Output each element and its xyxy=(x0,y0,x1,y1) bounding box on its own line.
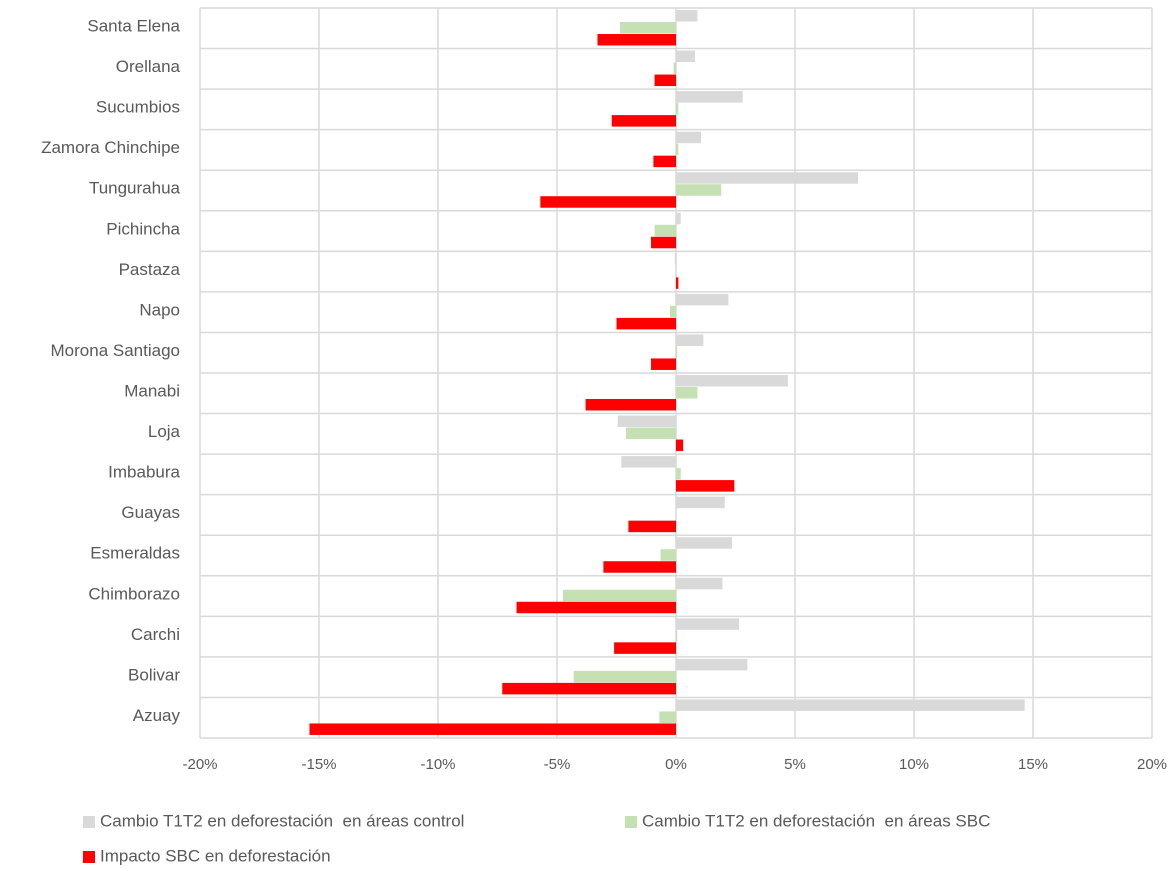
bar xyxy=(659,711,676,723)
bar xyxy=(676,334,704,346)
bar xyxy=(676,496,725,509)
x-tick-label: -15% xyxy=(301,756,336,773)
y-tick-label: Chimborazo xyxy=(88,584,180,603)
bar xyxy=(670,305,676,318)
y-tick-label: Sucumbios xyxy=(96,98,180,117)
y-tick-label: Orellana xyxy=(116,57,181,76)
y-tick-label: Manabi xyxy=(124,381,180,400)
bar xyxy=(620,22,676,34)
bar xyxy=(611,115,676,127)
y-tick-label: Napo xyxy=(139,300,180,319)
y-tick-label: Pichincha xyxy=(106,219,180,238)
bar xyxy=(676,658,748,671)
y-tick-label: Loja xyxy=(148,422,181,441)
bar xyxy=(585,399,676,411)
bar xyxy=(516,601,676,614)
bar xyxy=(573,670,676,683)
bar xyxy=(676,468,681,480)
x-tick-label: 10% xyxy=(899,756,929,773)
bar xyxy=(676,103,679,115)
bar xyxy=(676,618,740,630)
x-tick-label: 20% xyxy=(1137,756,1167,773)
bar xyxy=(676,184,722,196)
bar xyxy=(676,172,859,184)
bar xyxy=(676,387,698,399)
bar xyxy=(673,62,676,75)
bar xyxy=(653,155,676,168)
x-tick-label: 5% xyxy=(784,756,806,773)
bar xyxy=(676,537,732,549)
bar xyxy=(651,358,676,370)
y-tick-label: Azuay xyxy=(133,706,181,725)
y-tick-label: Carchi xyxy=(131,625,180,644)
legend-label: Cambio T1T2 en deforestación en áreas co… xyxy=(100,811,464,830)
y-tick-label: Esmeraldas xyxy=(90,544,180,563)
y-tick-label: Imbabura xyxy=(108,463,180,482)
bar xyxy=(603,561,676,573)
x-tick-label: -20% xyxy=(182,756,217,773)
x-tick-label: -10% xyxy=(420,756,455,773)
bar xyxy=(676,277,679,289)
bar xyxy=(676,143,679,156)
bar xyxy=(676,10,698,22)
bar xyxy=(674,253,676,265)
bar xyxy=(614,642,676,654)
bar xyxy=(660,549,676,561)
legend-swatch xyxy=(625,816,637,828)
bar xyxy=(651,236,676,249)
y-tick-label: Bolivar xyxy=(128,665,180,684)
y-tick-label: Pastaza xyxy=(119,260,181,279)
bar xyxy=(621,456,676,468)
legend-swatch xyxy=(83,816,95,828)
x-tick-label: -5% xyxy=(544,756,571,773)
bar xyxy=(617,415,676,428)
bar xyxy=(676,91,743,103)
bar xyxy=(654,74,676,87)
bar xyxy=(676,439,684,452)
bar xyxy=(676,50,696,63)
legend-label: Cambio T1T2 en deforestación en áreas SB… xyxy=(642,811,990,830)
bar xyxy=(597,34,676,46)
bar xyxy=(540,196,676,208)
bar xyxy=(502,682,676,695)
bar xyxy=(676,131,701,144)
legend-swatch xyxy=(83,851,95,863)
x-tick-label: 0% xyxy=(665,756,687,773)
bar xyxy=(676,480,735,492)
bar xyxy=(676,212,681,225)
bar xyxy=(676,293,729,306)
bar xyxy=(309,723,676,735)
y-tick-label: Zamora Chinchipe xyxy=(41,138,180,157)
bar xyxy=(626,427,676,440)
y-tick-label: Santa Elena xyxy=(87,16,180,35)
y-tick-label: Guayas xyxy=(121,503,180,522)
bar xyxy=(676,375,788,387)
bar xyxy=(676,630,678,642)
bar xyxy=(676,346,678,358)
bar xyxy=(616,317,676,330)
y-tick-label: Tungurahua xyxy=(89,179,181,198)
bar xyxy=(562,589,676,602)
bar xyxy=(676,577,723,590)
legend-label: Impacto SBC en deforestación xyxy=(100,846,331,865)
bar xyxy=(654,224,676,237)
bar xyxy=(676,699,1025,711)
y-tick-label: Morona Santiago xyxy=(51,341,180,360)
x-tick-label: 15% xyxy=(1018,756,1048,773)
bar xyxy=(628,520,676,533)
